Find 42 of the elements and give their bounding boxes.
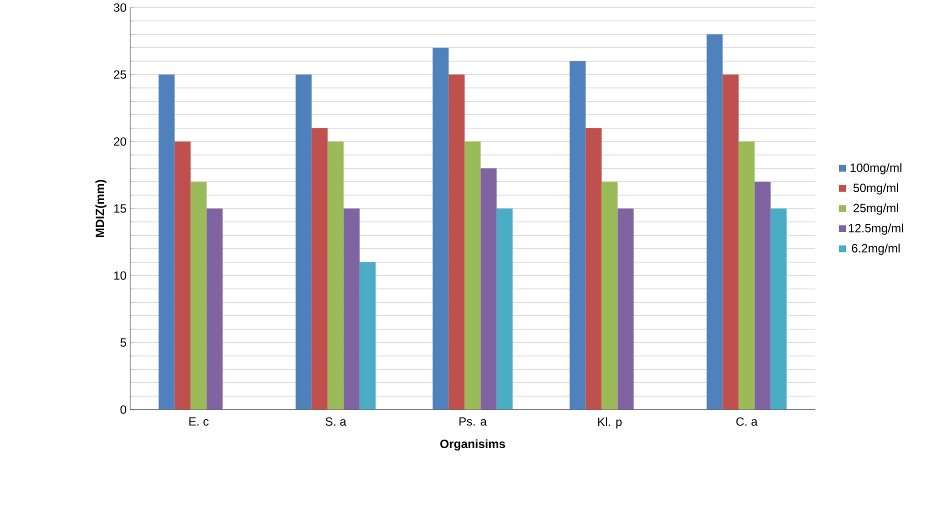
x-tick-label: E. c [189,417,209,426]
bar [570,61,586,410]
y-tick-label: 20 [114,137,126,146]
bar [174,142,191,410]
x-tick-label: Kl. p [598,417,622,428]
bar [722,74,739,410]
bar [432,48,449,410]
x-axis-title: Organisims [440,439,506,450]
y-tick-label: 30 [114,3,126,12]
y-axis-title: MDIZ(mm) [95,180,106,237]
bar [344,208,360,410]
bar [464,142,481,410]
bar [312,128,328,410]
bar [448,74,465,410]
legend-label: 25mg/ml [854,203,898,215]
y-tick-label: 15 [114,204,126,213]
y-tick-label: 0 [120,405,126,414]
x-tick-label: C. a [736,417,758,426]
bar [190,182,207,410]
bar [496,208,513,410]
bar [618,208,634,410]
bar [328,142,344,410]
bar [296,74,312,410]
bar [738,142,755,410]
bar [770,208,787,410]
bar [480,168,497,410]
y-tick-label: 5 [120,338,126,347]
bar [158,74,175,410]
legend-label: 50mg/ml [853,183,898,194]
legend-label: 6.2mg/ml [852,244,900,255]
bar [706,34,723,410]
x-tick-label: Ps. a [459,417,487,426]
bar [602,182,618,410]
legend-label: 100mg/ml [850,163,902,174]
bar [586,128,602,410]
bar [206,208,223,410]
y-tick-label: 25 [114,70,126,79]
x-tick-label: S. a [326,417,346,426]
y-tick-label: 10 [114,271,126,280]
legend-label: 12.5mg/ml [848,224,903,235]
bar [754,182,771,410]
bar [360,262,376,410]
